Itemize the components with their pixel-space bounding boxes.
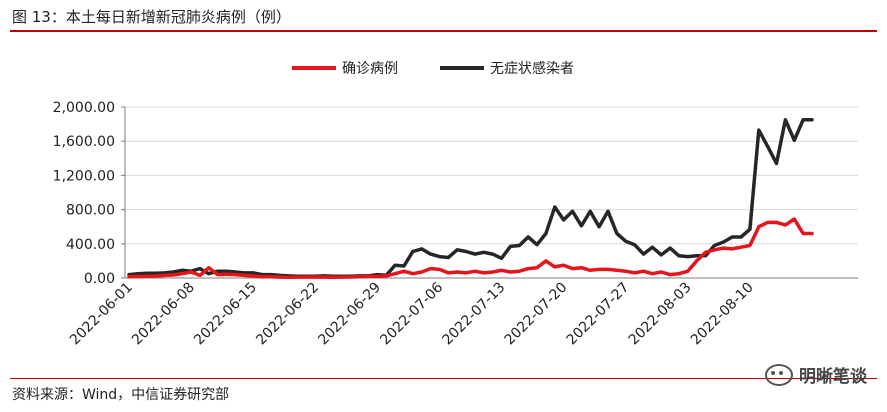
x-tick: 2022-06-08 bbox=[129, 280, 198, 349]
x-tick: 2022-07-27 bbox=[564, 280, 633, 349]
y-tick-label: 0.00 bbox=[84, 271, 115, 287]
y-tick-label: 2,000.00 bbox=[53, 100, 115, 116]
x-tick: 2022-08-10 bbox=[688, 280, 757, 349]
x-tick-label: 2022-06-29 bbox=[315, 280, 384, 349]
watermark-text: 明晰笔谈 bbox=[799, 367, 867, 387]
x-tick: 2022-06-01 bbox=[67, 280, 136, 349]
x-tick: 2022-06-15 bbox=[191, 280, 260, 349]
series-line bbox=[127, 118, 814, 279]
series-line bbox=[127, 217, 814, 280]
x-tick: 2022-08-03 bbox=[626, 280, 695, 349]
x-tick-label: 2022-07-06 bbox=[377, 279, 446, 348]
source-note: 资料来源：Wind，中信证券研究部 bbox=[12, 387, 230, 403]
series-lines bbox=[127, 118, 814, 280]
x-tick: 2022-07-13 bbox=[440, 280, 509, 349]
title-rule bbox=[10, 30, 877, 32]
x-tick-label: 2022-06-01 bbox=[67, 280, 136, 349]
y-tick-label: 1,200.00 bbox=[53, 168, 115, 184]
watermark: 明晰笔谈 bbox=[765, 362, 867, 387]
x-tick-label: 2022-06-08 bbox=[129, 280, 198, 349]
y-tick-label: 400.00 bbox=[66, 237, 115, 253]
legend: 确诊病例 无症状感染者 bbox=[292, 60, 574, 77]
x-tick-label: 2022-07-20 bbox=[502, 280, 571, 349]
legend-label: 确诊病例 bbox=[342, 61, 398, 77]
source-rule bbox=[10, 378, 877, 379]
x-tick-label: 2022-08-03 bbox=[626, 280, 695, 349]
x-tick-label: 2022-07-13 bbox=[440, 280, 509, 349]
y-tick-label: 800.00 bbox=[66, 203, 115, 219]
wechat-icon bbox=[765, 363, 793, 386]
legend-label: 无症状感染者 bbox=[490, 60, 574, 77]
x-tick-label: 2022-08-10 bbox=[688, 280, 757, 349]
x-tick: 2022-06-22 bbox=[253, 280, 322, 349]
figure-title: 图 13：本土每日新增新冠肺炎病例（例） bbox=[12, 8, 291, 26]
x-axis: 2022-06-012022-06-082022-06-152022-06-22… bbox=[67, 277, 858, 349]
gridlines bbox=[125, 106, 858, 245]
x-tick-label: 2022-06-22 bbox=[253, 280, 322, 349]
x-tick: 2022-07-06 bbox=[377, 279, 446, 348]
x-tick: 2022-06-29 bbox=[315, 280, 384, 349]
x-tick-label: 2022-06-15 bbox=[191, 280, 260, 349]
x-tick-label: 2022-07-27 bbox=[564, 280, 633, 349]
y-axis: 0.00 400.00 800.00 1,200.00 1,600.00 2,000.00 bbox=[53, 100, 126, 287]
x-tick: 2022-07-20 bbox=[502, 280, 571, 349]
y-tick-label: 1,600.00 bbox=[53, 134, 115, 150]
